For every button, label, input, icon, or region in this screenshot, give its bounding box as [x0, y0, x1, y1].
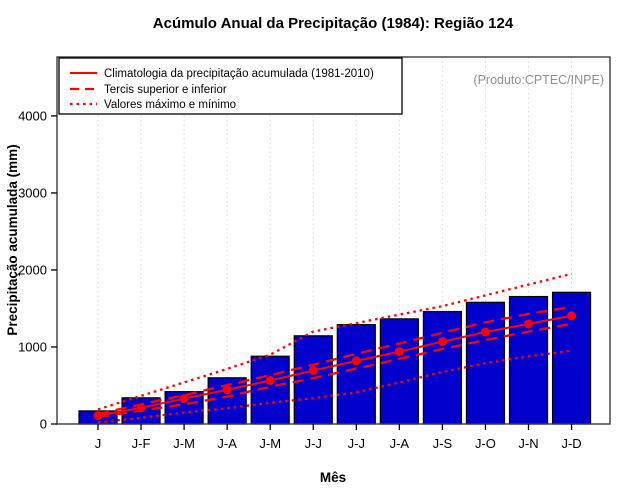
bar — [250, 355, 290, 425]
climatology-point — [394, 347, 404, 357]
climatology-point — [567, 311, 577, 321]
product-annotation: (Produto:CPTEC/INPE) — [473, 73, 604, 87]
bar — [508, 295, 549, 425]
climatology-point — [351, 356, 361, 366]
y-tick-label: 4000 — [18, 108, 47, 123]
bar — [336, 324, 376, 425]
climatology-point — [524, 319, 533, 329]
series-line — [97, 314, 572, 417]
y-tick-label: 2000 — [18, 262, 47, 277]
x-tick-label: J-O — [475, 436, 496, 451]
y-tick-label: 1000 — [18, 339, 47, 354]
x-tick-label: J-D — [561, 436, 581, 451]
climatology-point — [222, 385, 232, 395]
x-tick-label: J-A — [217, 436, 237, 451]
x-tick-label: J-A — [390, 436, 410, 451]
x-tick-label: J-N — [518, 436, 538, 451]
series-line — [97, 349, 572, 424]
x-axis-title: Mês — [320, 470, 346, 485]
climatology-point — [308, 365, 318, 375]
x-tick-label: J-M — [173, 436, 195, 451]
climatology-point — [437, 337, 447, 347]
legend-label-climatology: Climatologia da precipitação acumulada (… — [104, 68, 374, 80]
bar — [379, 318, 419, 425]
climatology-point — [480, 327, 490, 337]
x-tick-label: J-M — [259, 436, 281, 451]
x-tick-label: J-J — [305, 436, 322, 451]
x-tick-label: J-J — [348, 436, 365, 451]
y-tick-label: 3000 — [18, 185, 47, 200]
line-series — [93, 272, 577, 424]
legend-box — [58, 57, 403, 115]
legend-label-terciles: Tercis superior e inferior — [104, 84, 227, 96]
legend-label-max-min: Valores máximo e mínimo — [104, 99, 236, 111]
climatology-point — [265, 375, 275, 385]
climatology-point — [179, 394, 189, 404]
x-tick-label: J-S — [433, 436, 453, 451]
axes: 0 1000 2000 3000 4000 J J-F J-M J-A J-M J-J J-J J-A J… — [18, 56, 611, 451]
legend: Climatologia da precipitação acumulada (… — [58, 57, 403, 115]
y-tick-label: 0 — [40, 417, 47, 432]
x-tick-label: J — [95, 436, 102, 451]
series-line — [97, 322, 572, 419]
series-line — [97, 305, 572, 416]
y-axis-title: Precipitação acumulada (mm) — [5, 144, 20, 335]
plot-border — [56, 56, 611, 425]
chart-title: Acúmulo Anual da Precipitação (1984): Re… — [153, 15, 514, 32]
x-tick-label: J-F — [132, 436, 151, 451]
